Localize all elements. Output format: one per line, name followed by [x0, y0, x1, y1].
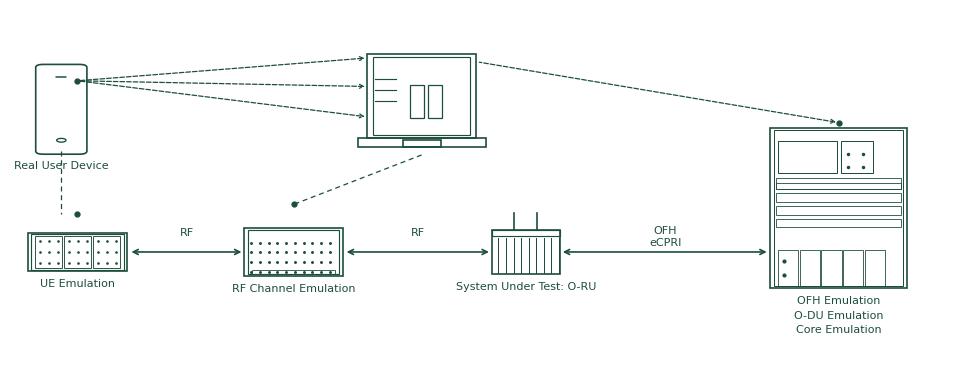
Bar: [357, 138, 486, 147]
Bar: [843, 251, 863, 286]
Bar: [428, 85, 442, 118]
Text: RF Channel Emulation: RF Channel Emulation: [231, 284, 355, 294]
Bar: [865, 251, 885, 286]
Bar: [36, 236, 62, 268]
Bar: [770, 128, 907, 288]
Bar: [28, 233, 128, 271]
Bar: [777, 178, 901, 189]
Bar: [31, 234, 124, 269]
Text: UE Emulation: UE Emulation: [40, 279, 115, 290]
Bar: [779, 141, 837, 173]
Bar: [777, 218, 901, 227]
Bar: [373, 56, 470, 135]
Bar: [777, 206, 901, 215]
Bar: [402, 140, 441, 147]
Bar: [841, 141, 873, 173]
Text: RF: RF: [411, 228, 425, 238]
Bar: [777, 183, 901, 189]
Bar: [492, 230, 560, 236]
Bar: [252, 269, 335, 274]
Bar: [93, 236, 120, 268]
Bar: [248, 230, 340, 274]
Bar: [492, 230, 560, 274]
Bar: [410, 85, 423, 118]
Bar: [800, 251, 820, 286]
Text: System Under Test: O-RU: System Under Test: O-RU: [456, 282, 596, 292]
Bar: [367, 54, 476, 138]
Bar: [774, 130, 903, 286]
Text: OFH
eCPRI: OFH eCPRI: [649, 226, 682, 247]
Text: OFH Emulation
O-DU Emulation
Core Emulation: OFH Emulation O-DU Emulation Core Emulat…: [794, 296, 883, 335]
Bar: [244, 228, 344, 276]
Text: Real User Device: Real User Device: [14, 161, 108, 171]
Text: RF: RF: [180, 228, 194, 238]
Bar: [822, 251, 842, 286]
Bar: [64, 236, 91, 268]
Bar: [779, 251, 799, 286]
Bar: [777, 193, 901, 202]
